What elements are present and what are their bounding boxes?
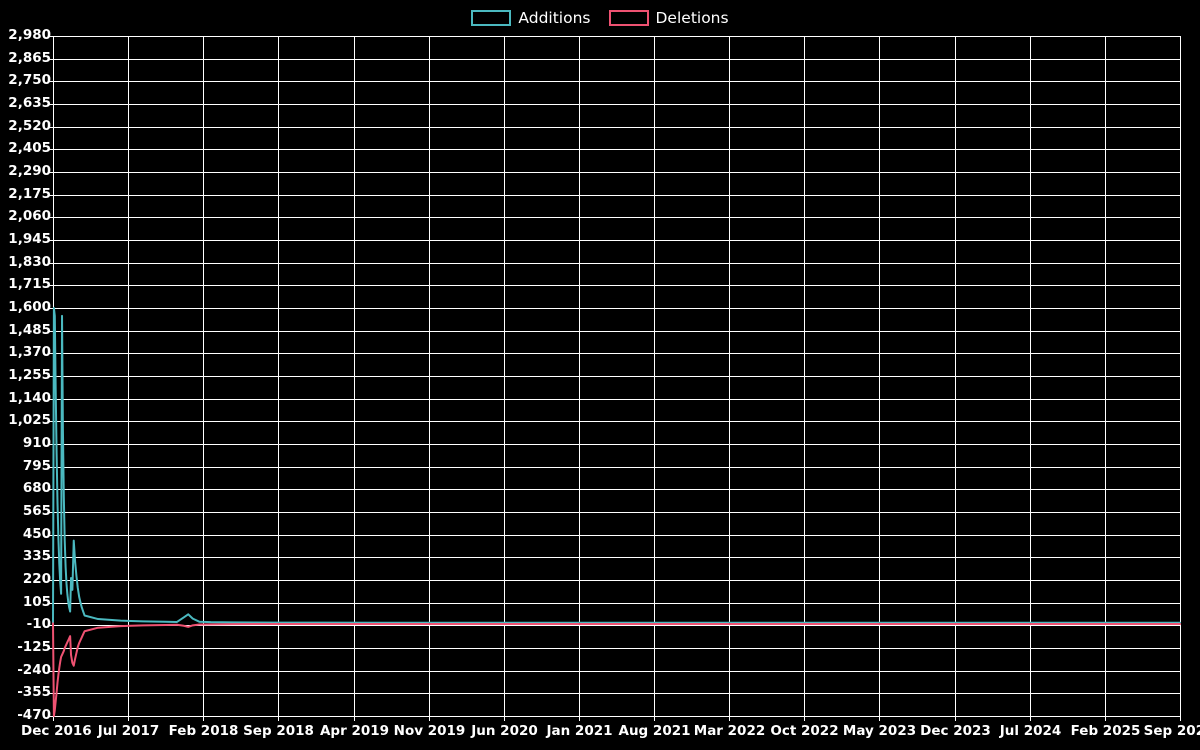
y-axis-tick-labels: 2,980 2,865 2,750 2,635 2,520 2,405 2,290 2,175…	[0, 0, 51, 750]
x-tick-label: Feb 2018	[168, 723, 239, 739]
legend-swatch-deletions	[608, 10, 649, 26]
x-tick-label: Sep 2018	[243, 723, 314, 739]
x-tick-label: Sep 2025	[1143, 723, 1200, 739]
y-tick-label: 1,485	[8, 321, 51, 338]
y-tick-label: 105	[22, 593, 51, 610]
y-tick-label: -125	[17, 639, 51, 655]
y-tick-label: 1,025	[8, 412, 51, 429]
y-tick-label: 2,290	[8, 163, 51, 179]
x-tick-label: Nov 2019	[393, 723, 466, 739]
y-tick-label: 1,140	[8, 389, 51, 406]
data-series-layer	[52, 307, 1181, 717]
y-tick-label: 1,255	[8, 367, 51, 383]
x-tick-label: May 2023	[842, 723, 917, 739]
series-line-additions	[52, 307, 1181, 625]
x-tick-label: Dec 2023	[920, 723, 991, 739]
legend-label-deletions: Deletions	[655, 9, 729, 27]
y-tick-label: 2,980	[8, 27, 51, 43]
y-tick-label: -470	[17, 707, 51, 723]
y-tick-label: 450	[22, 525, 51, 542]
y-tick-label: 2,060	[8, 208, 51, 225]
x-tick-label: Feb 2025	[1070, 723, 1141, 739]
legend-item-deletions[interactable]: Deletions	[608, 9, 729, 27]
y-tick-label: 2,405	[8, 140, 51, 157]
y-tick-label: 1,945	[8, 231, 51, 247]
series-line-deletions	[52, 622, 1181, 717]
y-tick-label: 1,830	[8, 253, 51, 270]
y-tick-label: 795	[22, 457, 51, 474]
y-tick-label: 335	[22, 548, 51, 565]
y-tick-label: 1,715	[8, 276, 51, 293]
y-tick-label: 1,370	[8, 344, 51, 361]
y-tick-label: 2,865	[8, 49, 51, 66]
x-tick-label: Jan 2021	[546, 723, 613, 739]
y-tick-label: 2,175	[8, 185, 51, 202]
axis-lines	[48, 36, 1181, 721]
y-tick-label: -10	[26, 616, 51, 633]
legend-swatch-additions	[471, 10, 512, 26]
x-tick-label: Jul 2017	[97, 723, 160, 739]
x-tick-label: Aug 2021	[618, 723, 691, 739]
legend-label-additions: Additions	[518, 9, 591, 27]
y-tick-label: 220	[22, 571, 51, 587]
y-tick-label: 2,635	[8, 95, 51, 111]
x-tick-label: Jun 2020	[471, 723, 538, 739]
y-tick-label: 1,600	[8, 299, 51, 315]
grid-lines	[53, 36, 1181, 717]
y-tick-label: 2,520	[8, 117, 51, 134]
x-axis-tick-labels: Dec 2016 Jul 2017 Feb 2018 Sep 2018 Apr 2019…	[0, 718, 1200, 750]
legend-item-additions[interactable]: Additions	[471, 9, 591, 27]
chart-legend: Additions Deletions	[0, 4, 1200, 32]
x-tick-label: Dec 2016	[21, 723, 92, 739]
x-tick-label: Mar 2022	[693, 723, 766, 739]
y-tick-label: 565	[22, 503, 51, 519]
y-tick-label: 680	[22, 480, 51, 497]
x-tick-label: Oct 2022	[770, 723, 839, 739]
x-tick-label: Apr 2019	[319, 723, 390, 739]
y-tick-label: -240	[17, 661, 51, 678]
y-tick-label: 910	[22, 435, 51, 451]
y-tick-label: -355	[17, 684, 51, 701]
y-tick-label: 2,750	[8, 72, 51, 89]
x-tick-label: Jul 2024	[999, 723, 1062, 739]
